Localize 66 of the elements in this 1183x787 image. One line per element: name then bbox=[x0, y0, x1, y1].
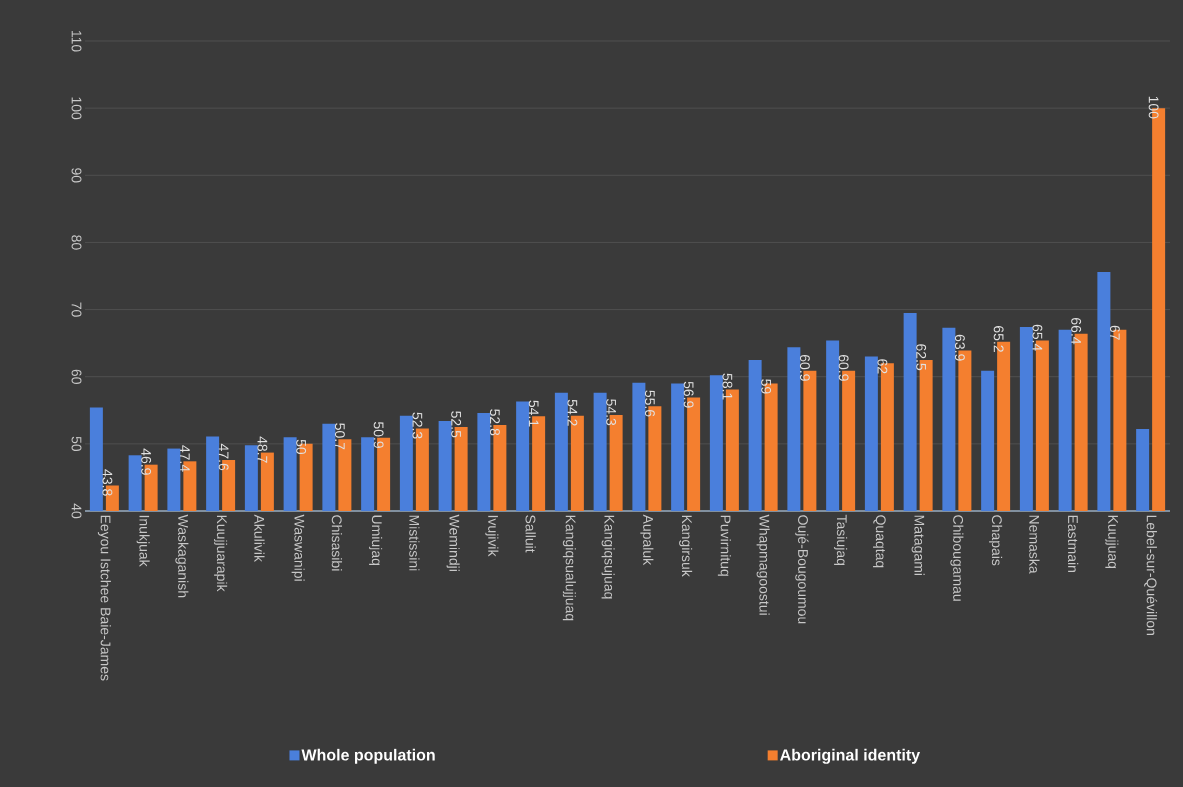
data-label: 50.7 bbox=[334, 423, 345, 450]
x-tick-label: Kangiqsualujjuaq bbox=[562, 515, 576, 621]
x-tick-label: Ivujivik bbox=[485, 515, 499, 557]
x-tick-label: Puvirnituq bbox=[717, 515, 731, 576]
x-tick-label: Salluit bbox=[525, 515, 536, 553]
y-tick-label: 90 bbox=[71, 168, 82, 183]
x-tick-label: Chapais bbox=[989, 515, 1003, 566]
data-label: 63.9 bbox=[954, 334, 965, 361]
x-tick-label: Chibougamau bbox=[950, 515, 964, 601]
x-tick-label: Kuujjuarapik bbox=[214, 515, 228, 592]
data-label: 100 bbox=[1148, 96, 1159, 119]
data-label: 56.9 bbox=[683, 381, 694, 408]
x-tick-label: Quaqtaq bbox=[873, 515, 886, 568]
data-label: 54.3 bbox=[606, 399, 617, 426]
x-tick-label: Oujé-Bougoumou bbox=[795, 515, 809, 624]
data-label: 60.9 bbox=[838, 354, 849, 381]
data-label: 62.5 bbox=[916, 344, 927, 371]
data-label: 46.9 bbox=[141, 448, 152, 475]
x-tick-label: Kangiqsujuaq bbox=[601, 515, 615, 599]
x-tick-label: Aupaluk bbox=[640, 514, 654, 566]
data-label: 55.6 bbox=[644, 390, 655, 417]
data-label: 65.4 bbox=[1032, 324, 1043, 351]
data-label: 52.5 bbox=[451, 411, 462, 438]
data-label: 67 bbox=[1109, 325, 1120, 340]
y-tick-label: 80 bbox=[71, 235, 82, 250]
data-label: 47.6 bbox=[218, 443, 229, 471]
y-tick-label: 50 bbox=[71, 436, 82, 452]
x-tick-label: Eeyou Istchee Baie-James bbox=[97, 515, 111, 681]
data-label: 58.1 bbox=[722, 373, 733, 400]
x-tick-label: Tasiujaq bbox=[834, 514, 848, 566]
data-label: 48.7 bbox=[257, 436, 268, 463]
x-tick-label: Kangirsuk bbox=[679, 515, 693, 577]
x-tick-label: Waskaganish bbox=[175, 514, 189, 598]
x-tick-label: Lebel-sur-Quévillon bbox=[1144, 515, 1158, 635]
x-tick-label: Inukjuak bbox=[136, 515, 150, 567]
data-label: 59 bbox=[761, 379, 772, 394]
x-tick-label: Wemindji bbox=[446, 514, 460, 571]
y-tick-label: 100 bbox=[71, 97, 82, 120]
data-label: 52.8 bbox=[489, 409, 500, 436]
x-tick-label: Eastmain bbox=[1067, 515, 1079, 572]
data-label: 66.4 bbox=[1071, 318, 1082, 345]
y-tick-label: 60 bbox=[71, 369, 82, 384]
data-label: 43.8 bbox=[102, 469, 113, 496]
x-tick-label: Whapmagoostui bbox=[756, 514, 770, 615]
x-tick-label: Chisasibi bbox=[331, 515, 343, 571]
x-tick-label: Mistissini bbox=[409, 515, 420, 571]
data-label: 47.4 bbox=[180, 445, 190, 472]
data-label: 54.1 bbox=[528, 400, 539, 427]
y-tick-label: 70 bbox=[71, 302, 82, 317]
data-label: 65.2 bbox=[993, 326, 1004, 352]
data-label: 60.9 bbox=[799, 354, 810, 381]
data-label: 50 bbox=[296, 439, 307, 455]
x-tick-label: Umiujaq bbox=[369, 515, 383, 565]
data-label: 52.3 bbox=[412, 412, 423, 439]
x-tick-label: Matagami bbox=[911, 515, 925, 576]
data-label: 54.2 bbox=[567, 399, 578, 426]
legend-label: Whole population bbox=[301, 748, 435, 764]
y-tick-label: 40 bbox=[71, 503, 82, 519]
legend-label: Aboriginal identity bbox=[780, 748, 921, 764]
x-tick-label: Kuujjuaq bbox=[1105, 515, 1119, 569]
x-tick-label: Akulivik bbox=[254, 514, 265, 563]
data-label: 62 bbox=[877, 359, 888, 374]
x-tick-label: Nemaska bbox=[1029, 515, 1040, 574]
y-tick-label: 110 bbox=[71, 30, 82, 52]
data-label: 50.9 bbox=[373, 421, 384, 448]
x-tick-label: Waswanipi bbox=[291, 514, 305, 581]
